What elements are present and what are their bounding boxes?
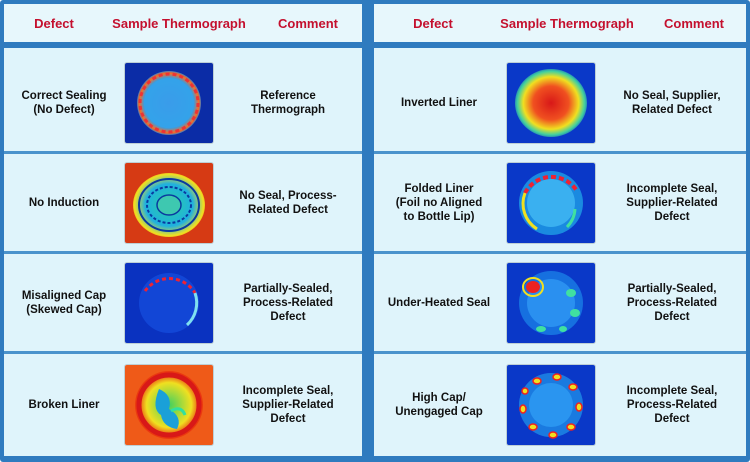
row-divider (4, 351, 362, 354)
header-comment: Comment (278, 15, 338, 31)
comment-label: Process-Related (626, 399, 718, 411)
row-divider (374, 251, 746, 254)
thermograph-cell (124, 62, 214, 143)
folded-liner-thermograph (507, 162, 595, 243)
misaligned-cap-thermograph (125, 262, 213, 343)
defect-cell: High Cap/ Unengaged Cap (374, 391, 504, 419)
comment-cell: Incomplete Seal, Supplier-Related Defect (214, 384, 362, 426)
comment-label: Defect (654, 413, 690, 425)
thermograph-cell (124, 365, 214, 445)
comment-label: No Seal, Process- (239, 189, 337, 202)
defect-label: (Skewed Cap) (26, 303, 102, 316)
table-row: Misaligned Cap (Skewed Cap) Partiall (4, 254, 362, 351)
defect-label: (Foil no Aligned (395, 196, 483, 209)
table-row: No Induction (4, 154, 362, 251)
comment-label: Process-Related (626, 296, 718, 309)
table-row: Under-Heated Seal (374, 254, 746, 351)
comment-label: Related Defect (248, 203, 328, 216)
comment-cell: Reference Thermograph (214, 89, 362, 117)
comment-label: Incomplete Seal, (626, 385, 718, 397)
thermograph-cell (504, 62, 598, 143)
comment-label: Partially-Sealed, (627, 282, 717, 295)
comment-label: Incomplete Seal, (242, 385, 334, 397)
thermograph-cell (124, 262, 214, 343)
header-sample-thermograph: Sample Thermograph (500, 15, 634, 31)
header-comment: Comment (664, 15, 724, 31)
defect-cell: Broken Liner (4, 398, 124, 412)
row-divider (374, 351, 746, 354)
comment-label: Defect (270, 413, 306, 425)
thermograph-cell (504, 365, 598, 445)
defect-cell: Under-Heated Seal (374, 296, 504, 310)
row-divider (4, 251, 362, 254)
comment-label: Process-Related (242, 296, 334, 309)
comment-label: Supplier-Related (242, 399, 334, 411)
comment-label: Partially-Sealed, (243, 282, 333, 295)
no-induction-thermograph (125, 162, 213, 243)
comment-label: Incomplete Seal, (626, 182, 718, 195)
comment-label: Supplier-Related (626, 196, 718, 209)
defect-cell: Inverted Liner (374, 96, 504, 110)
right-table-panel: Defect Sample Thermograph Comment Invert… (374, 4, 746, 456)
comment-label: Defect (270, 310, 306, 323)
thermograph-cell (504, 162, 598, 243)
left-table-header: Defect Sample Thermograph Comment (4, 4, 362, 48)
right-table-header: Defect Sample Thermograph Comment (374, 4, 746, 48)
thermograph-cell (504, 262, 598, 343)
table-row: Broken Liner (4, 354, 362, 456)
defect-label: Unengaged Cap (395, 406, 483, 418)
table-row: Folded Liner (Foil no Aligned to Bottle … (374, 154, 746, 251)
comment-cell: No Seal, Process- Related Defect (214, 189, 362, 217)
comment-cell: Partially-Sealed, Process-Related Defect (598, 282, 746, 324)
under-heated-seal-thermograph (507, 262, 595, 343)
defect-label: to Bottle Lip) (403, 210, 475, 223)
comment-label: No Seal, Supplier, (623, 89, 721, 102)
defect-label: Inverted Liner (400, 96, 478, 109)
defect-cell: No Induction (4, 196, 124, 210)
header-sample-thermograph: Sample Thermograph (112, 15, 246, 31)
defect-label: High Cap/ (412, 392, 466, 404)
defect-label: Under-Heated Seal (387, 296, 491, 309)
defect-label: Folded Liner (404, 182, 474, 195)
defect-cell: Misaligned Cap (Skewed Cap) (4, 289, 124, 317)
comment-label: Defect (654, 210, 690, 223)
high-cap-thermograph (507, 365, 595, 445)
comment-cell: Partially-Sealed, Process-Related Defect (214, 282, 362, 324)
thermograph-cell (124, 162, 214, 243)
defect-cell: Correct Sealing (No Defect) (4, 89, 124, 117)
defect-label: (No Defect) (33, 103, 95, 116)
inverted-liner-thermograph (507, 62, 595, 143)
comment-label: Reference (260, 89, 316, 102)
header-defect: Defect (34, 15, 74, 31)
row-divider (4, 151, 362, 154)
comment-cell: Incomplete Seal, Process-Related Defect (598, 384, 746, 426)
defect-cell: Folded Liner (Foil no Aligned to Bottle … (374, 182, 504, 224)
comment-label: Defect (654, 310, 690, 323)
left-table-panel: Defect Sample Thermograph Comment Correc… (4, 4, 362, 456)
table-row: Inverted Liner (374, 54, 746, 151)
correct-sealing-thermograph (125, 62, 213, 143)
comment-label: Thermograph (250, 103, 326, 116)
defect-label: No Induction (28, 196, 100, 209)
broken-liner-thermograph (125, 365, 213, 445)
defect-label: Misaligned Cap (21, 289, 107, 302)
defect-label: Broken Liner (28, 399, 100, 411)
row-divider (374, 151, 746, 154)
defect-label: Correct Sealing (21, 89, 107, 102)
header-defect: Defect (413, 15, 453, 31)
comment-cell: No Seal, Supplier, Related Defect (598, 89, 746, 117)
comment-cell: Incomplete Seal, Supplier-Related Defect (598, 182, 746, 224)
table-row: Correct Sealing (No Defect) (4, 54, 362, 151)
comment-label: Related Defect (632, 103, 712, 116)
table-row: High Cap/ Unengaged Cap (374, 354, 746, 456)
